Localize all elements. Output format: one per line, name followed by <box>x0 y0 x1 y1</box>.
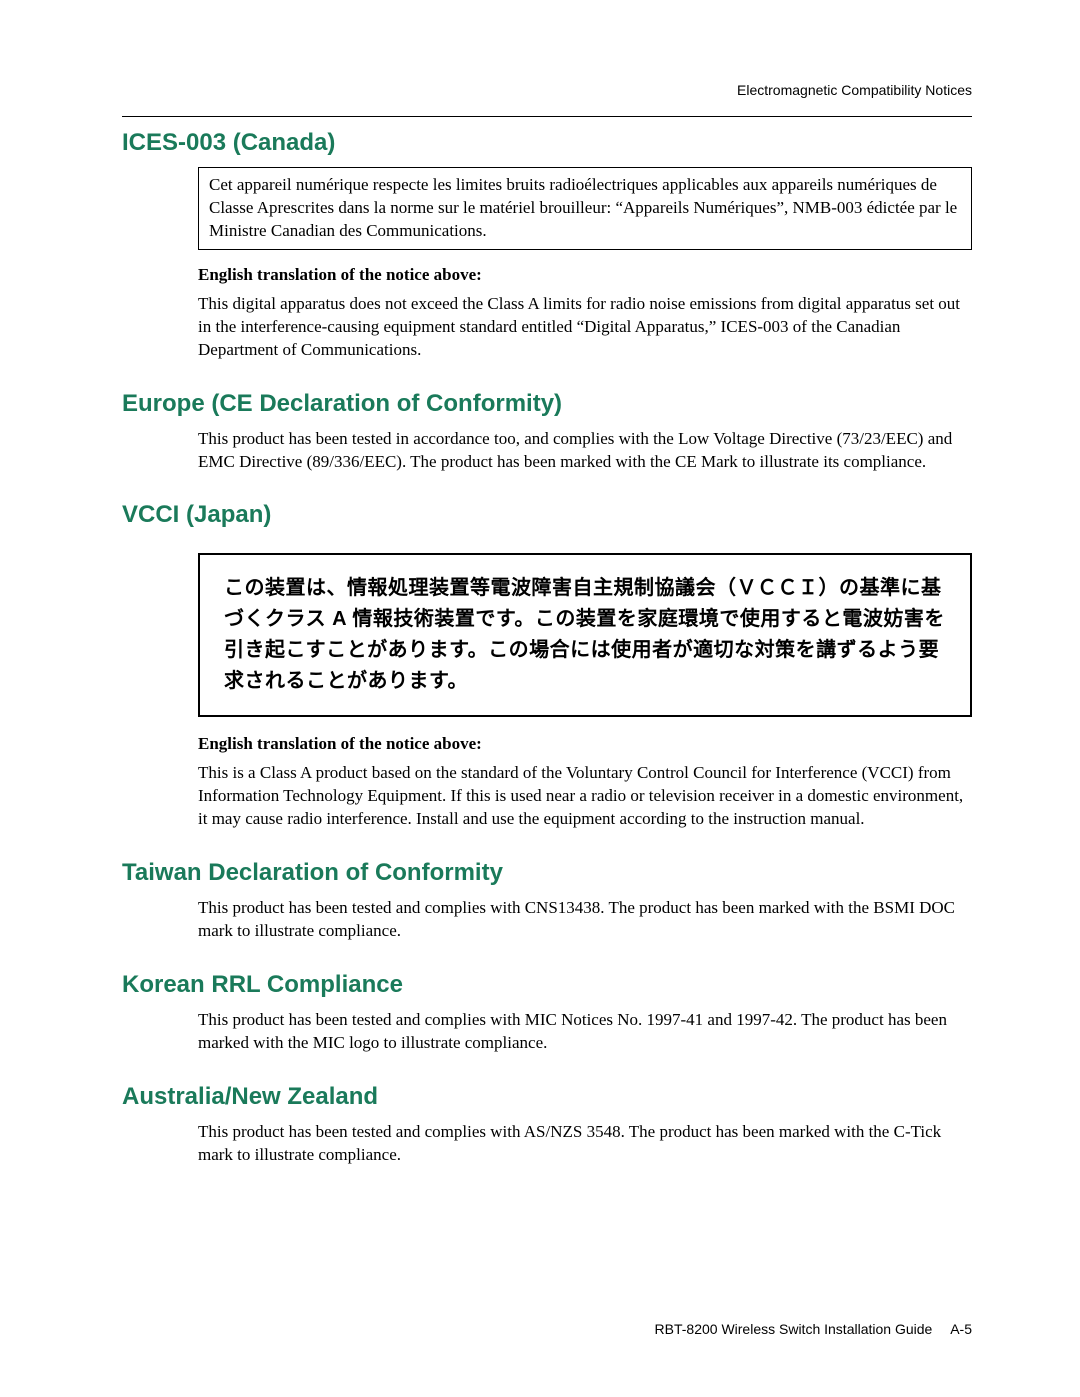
heading-ices: ICES-003 (Canada) <box>122 129 972 157</box>
vcci-translation-text: This is a Class A product based on the s… <box>198 762 972 831</box>
footer-page-number: A-5 <box>950 1321 972 1337</box>
ices-body: Cet appareil numérique respecte les limi… <box>198 167 972 362</box>
ices-translation-text: This digital apparatus does not exceed t… <box>198 293 972 362</box>
heading-korea: Korean RRL Compliance <box>122 971 972 999</box>
vcci-translation-label: English translation of the notice above: <box>198 733 972 756</box>
page-footer: RBT-8200 Wireless Switch Installation Gu… <box>655 1321 972 1337</box>
europe-body: This product has been tested in accordan… <box>198 428 972 474</box>
running-header: Electromagnetic Compatibility Notices <box>122 82 972 104</box>
vcci-body: この装置は、情報処理装置等電波障害自主規制協議会（ＶＣＣＩ）の基準に基づくクラス… <box>198 553 972 831</box>
korea-body: This product has been tested and complie… <box>198 1009 972 1055</box>
ices-translation-label: English translation of the notice above: <box>198 264 972 287</box>
header-rule <box>122 116 972 117</box>
heading-taiwan: Taiwan Declaration of Conformity <box>122 859 972 887</box>
anz-text: This product has been tested and complie… <box>198 1121 972 1167</box>
korea-text: This product has been tested and complie… <box>198 1009 972 1055</box>
footer-guide-title: RBT-8200 Wireless Switch Installation Gu… <box>655 1321 933 1337</box>
page: Electromagnetic Compatibility Notices IC… <box>0 0 1080 1397</box>
taiwan-text: This product has been tested and complie… <box>198 897 972 943</box>
heading-vcci: VCCI (Japan) <box>122 501 972 529</box>
heading-europe: Europe (CE Declaration of Conformity) <box>122 390 972 418</box>
heading-anz: Australia/New Zealand <box>122 1083 972 1111</box>
anz-body: This product has been tested and complie… <box>198 1121 972 1167</box>
taiwan-body: This product has been tested and complie… <box>198 897 972 943</box>
ices-french-box: Cet appareil numérique respecte les limi… <box>198 167 972 250</box>
vcci-japanese-box: この装置は、情報処理装置等電波障害自主規制協議会（ＶＣＣＩ）の基準に基づくクラス… <box>198 553 972 717</box>
europe-text: This product has been tested in accordan… <box>198 428 972 474</box>
